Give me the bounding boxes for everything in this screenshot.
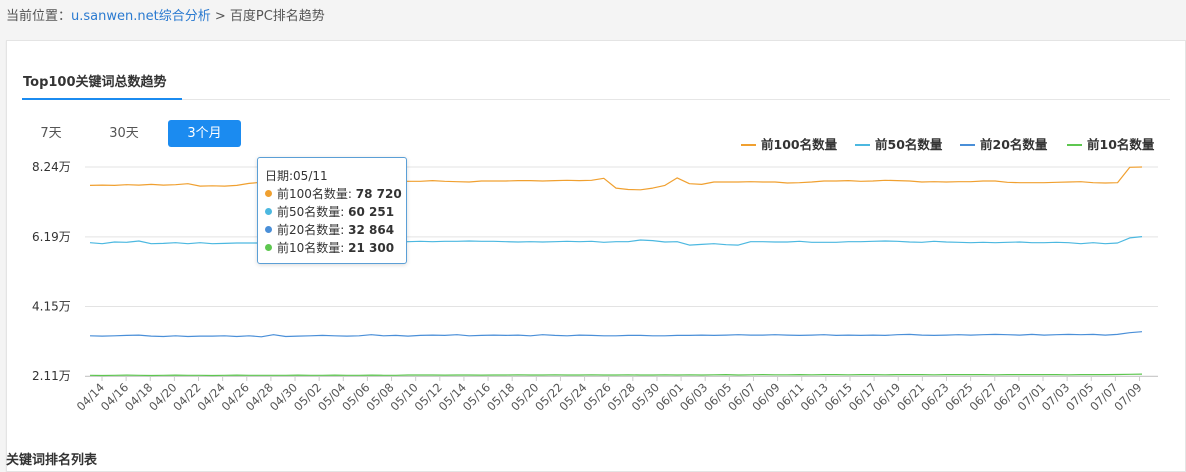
legend-label: 前50名数量 bbox=[875, 137, 943, 152]
legend-label: 前10名数量 bbox=[1087, 137, 1155, 152]
tooltip-label: 前10名数量: bbox=[277, 241, 345, 255]
trend-chart: 8.24万6.19万4.15万2.11万04/1404/1604/1804/20… bbox=[32, 160, 1158, 414]
breadcrumb-current: 百度PC排名趋势 bbox=[229, 9, 325, 24]
tooltip-row: 前50名数量: 60 251 bbox=[265, 203, 406, 221]
series-dot-icon bbox=[265, 226, 272, 233]
tooltip-label: 前100名数量: bbox=[277, 187, 352, 201]
tooltip-row: 前20名数量: 32 864 bbox=[265, 221, 406, 239]
tooltip-label: 前20名数量: bbox=[277, 223, 345, 237]
breadcrumb-prefix: 当前位置： bbox=[6, 9, 72, 24]
y-tick-label: 4.15万 bbox=[32, 299, 71, 313]
legend-swatch-icon bbox=[741, 143, 756, 146]
legend-item[interactable]: 前50名数量 bbox=[855, 134, 942, 153]
breadcrumb: 当前位置：u.sanwen.net综合分析 > 百度PC排名趋势 bbox=[6, 5, 325, 24]
series-dot-icon bbox=[265, 208, 272, 215]
legend-swatch-icon bbox=[855, 143, 870, 146]
section-divider bbox=[22, 99, 1170, 100]
y-tick-label: 2.11万 bbox=[32, 369, 71, 383]
series-line bbox=[89, 373, 1143, 377]
tab-30-days[interactable]: 30天 bbox=[109, 126, 139, 141]
tooltip-value: 78 720 bbox=[355, 187, 402, 201]
tooltip-value: 32 864 bbox=[348, 223, 395, 237]
legend-item[interactable]: 前100名数量 bbox=[741, 134, 837, 153]
tooltip-label: 前50名数量: bbox=[277, 205, 345, 219]
legend-item[interactable]: 前20名数量 bbox=[960, 134, 1047, 153]
breadcrumb-link[interactable]: u.sanwen.net综合分析 bbox=[71, 9, 211, 24]
tab-3-months[interactable]: 3个月 bbox=[168, 120, 241, 147]
tooltip-value: 21 300 bbox=[348, 241, 395, 255]
section-title: Top100关键词总数趋势 bbox=[23, 75, 167, 90]
tooltip-row: 前100名数量: 78 720 bbox=[265, 185, 406, 203]
next-section-title: 关键词排名列表 bbox=[6, 453, 98, 468]
legend-swatch-icon bbox=[960, 143, 975, 146]
tab-7-days[interactable]: 7天 bbox=[40, 126, 62, 141]
breadcrumb-separator: > bbox=[214, 9, 226, 24]
tooltip-date: 日期:05/11 bbox=[265, 169, 328, 183]
legend-item[interactable]: 前10名数量 bbox=[1067, 134, 1154, 153]
series-line bbox=[89, 236, 1143, 246]
series-line bbox=[89, 331, 1143, 338]
y-tick-label: 6.19万 bbox=[32, 230, 71, 244]
legend-label: 前20名数量 bbox=[980, 137, 1048, 152]
x-tick-label: 07/09 bbox=[1111, 380, 1144, 413]
series-dot-icon bbox=[265, 190, 272, 197]
chart-tooltip: 日期:05/11 前100名数量: 78 720 前50名数量: 60 251 … bbox=[257, 157, 407, 264]
legend-swatch-icon bbox=[1067, 143, 1082, 146]
section-title-underline bbox=[22, 98, 182, 100]
tooltip-value: 60 251 bbox=[348, 205, 395, 219]
series-dot-icon bbox=[265, 244, 272, 251]
trend-panel: Top100关键词总数趋势 bbox=[6, 40, 1186, 472]
series-line bbox=[89, 166, 1143, 191]
legend-label: 前100名数量 bbox=[761, 137, 838, 152]
tooltip-row: 前10名数量: 21 300 bbox=[265, 239, 406, 257]
y-tick-label: 8.24万 bbox=[32, 160, 71, 174]
